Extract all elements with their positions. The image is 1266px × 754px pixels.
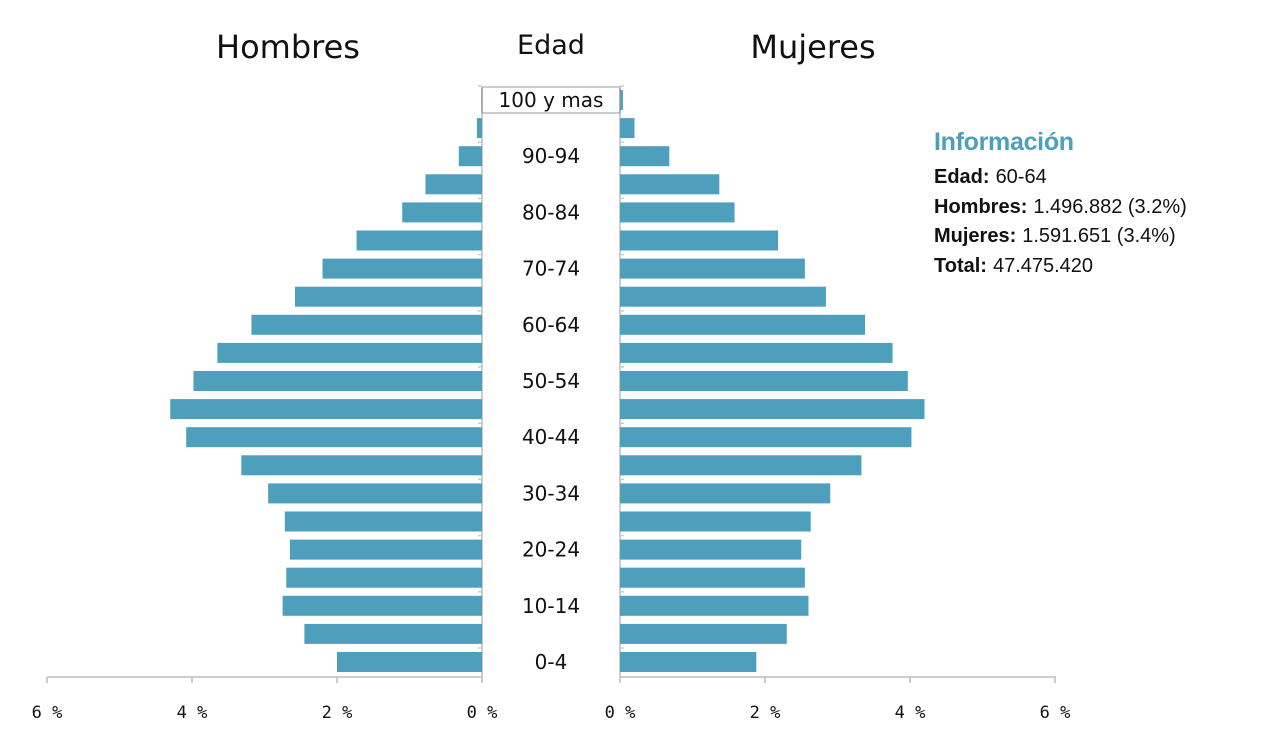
bar-mujeres-80-84[interactable] xyxy=(620,202,735,223)
info-mujeres-row: Mujeres: 1.591.651 (3.4%) xyxy=(934,222,1187,252)
info-mujeres-value: 1.591.651 (3.4%) xyxy=(1022,225,1176,247)
x-tick-label-left: 4 % xyxy=(177,703,208,723)
age-label: 100 y mas xyxy=(499,88,604,112)
x-tick-label-left: 6 % xyxy=(32,703,63,723)
bar-hombres-30-34[interactable] xyxy=(268,483,482,504)
bar-mujeres-5-9[interactable] xyxy=(620,623,787,644)
bar-hombres-5-9[interactable] xyxy=(304,623,482,644)
bar-mujeres-0-4[interactable] xyxy=(620,652,757,672)
bar-mujeres-95-99[interactable] xyxy=(620,118,635,139)
bar-hombres-45-49[interactable] xyxy=(170,399,482,420)
bar-hombres-20-24[interactable] xyxy=(289,539,482,560)
bar-mujeres-15-19[interactable] xyxy=(620,567,805,588)
age-label: 10-14 xyxy=(522,594,580,618)
bar-hombres-50-54[interactable] xyxy=(193,371,482,391)
age-label: 20-24 xyxy=(522,538,580,562)
bar-hombres-80-84[interactable] xyxy=(402,202,482,223)
bar-mujeres-85-89[interactable] xyxy=(620,174,720,195)
bar-mujeres-90-94[interactable] xyxy=(620,146,670,167)
edad-title: Edad xyxy=(517,30,585,61)
age-labels: 0-4 10-14 20-24 30-34 40-44 50-54 60-64 70-74 80… xyxy=(481,86,621,674)
info-panel: Información Edad: 60-64 Hombres: 1.496.882… xyxy=(934,128,1187,281)
age-label: 40-44 xyxy=(522,425,580,449)
bar-mujeres-70-74[interactable] xyxy=(620,258,805,279)
bar-mujeres-45-49[interactable] xyxy=(620,399,925,420)
hombres-title: Hombres xyxy=(216,28,360,66)
bars xyxy=(170,90,925,672)
bar-hombres-70-74[interactable] xyxy=(322,258,483,279)
bar-hombres-90-94[interactable] xyxy=(458,146,482,167)
info-hombres-value: 1.496.882 (3.2%) xyxy=(1033,195,1187,218)
info-total-row: Total: 47.475.420 xyxy=(934,252,1187,282)
bar-mujeres-60-64[interactable] xyxy=(620,314,866,335)
bar-hombres-10-14[interactable] xyxy=(282,595,482,616)
bar-mujeres-75-79[interactable] xyxy=(620,230,779,251)
info-total-value: 47.475.420 xyxy=(992,254,1094,277)
bar-hombres-65-69[interactable] xyxy=(294,286,482,307)
x-tick-label-right: 0 % xyxy=(605,703,636,723)
bar-mujeres-65-69[interactable] xyxy=(620,286,826,307)
info-hombres-row: Hombres: 1.496.882 (3.2%) xyxy=(934,193,1187,223)
info-title: Información xyxy=(934,128,1074,156)
x-tick-label-right: 2 % xyxy=(750,703,781,723)
bar-hombres-35-39[interactable] xyxy=(241,455,482,476)
bar-hombres-15-19[interactable] xyxy=(286,567,482,588)
age-label: 90-94 xyxy=(522,144,580,168)
bar-hombres-55-59[interactable] xyxy=(217,342,482,363)
mujeres-title: Mujeres xyxy=(750,28,875,66)
bar-hombres-40-44[interactable] xyxy=(186,427,482,448)
info-edad-label: Edad: xyxy=(934,166,990,188)
info-mujeres-label: Mujeres: xyxy=(934,225,1017,247)
age-label: 30-34 xyxy=(522,481,580,505)
age-label: 70-74 xyxy=(522,257,580,281)
x-tick-label-right: 4 % xyxy=(895,703,926,723)
bar-mujeres-10-14[interactable] xyxy=(620,595,809,616)
bar-hombres-85-89[interactable] xyxy=(425,174,482,195)
bar-hombres-75-79[interactable] xyxy=(356,230,482,251)
age-label: 60-64 xyxy=(522,313,580,337)
bar-mujeres-50-54[interactable] xyxy=(620,371,908,391)
bar-mujeres-35-39[interactable] xyxy=(620,455,862,476)
bar-mujeres-20-24[interactable] xyxy=(620,539,802,560)
age-label: 80-84 xyxy=(522,200,580,224)
info-total-label: Total: xyxy=(934,254,987,277)
age-label: 0-4 xyxy=(535,650,568,674)
info-edad-row: Edad: 60-64 xyxy=(934,163,1187,193)
bar-mujeres-30-34[interactable] xyxy=(620,483,831,504)
bar-mujeres-25-29[interactable] xyxy=(620,511,811,532)
bar-mujeres-100 y mas[interactable] xyxy=(620,90,623,110)
x-tick-label-left: 2 % xyxy=(322,703,353,723)
bar-hombres-95-99[interactable] xyxy=(476,118,482,139)
top-age-box xyxy=(481,86,621,114)
x-tick-labels: 6 % 4 % 2 % 0 % 0 % 2 % 4 % 6 % xyxy=(32,703,1071,723)
bar-hombres-25-29[interactable] xyxy=(284,511,482,532)
age-label: 50-54 xyxy=(522,369,580,393)
x-tick-label-right: 6 % xyxy=(1040,703,1071,723)
bar-hombres-0-4[interactable] xyxy=(337,652,482,672)
info-edad-value: 60-64 xyxy=(995,166,1047,188)
bar-mujeres-55-59[interactable] xyxy=(620,342,893,363)
bar-hombres-60-64[interactable] xyxy=(251,314,482,335)
bar-mujeres-40-44[interactable] xyxy=(620,427,912,448)
info-hombres-label: Hombres: xyxy=(934,195,1028,218)
x-tick-label-left: 0 % xyxy=(467,703,498,723)
